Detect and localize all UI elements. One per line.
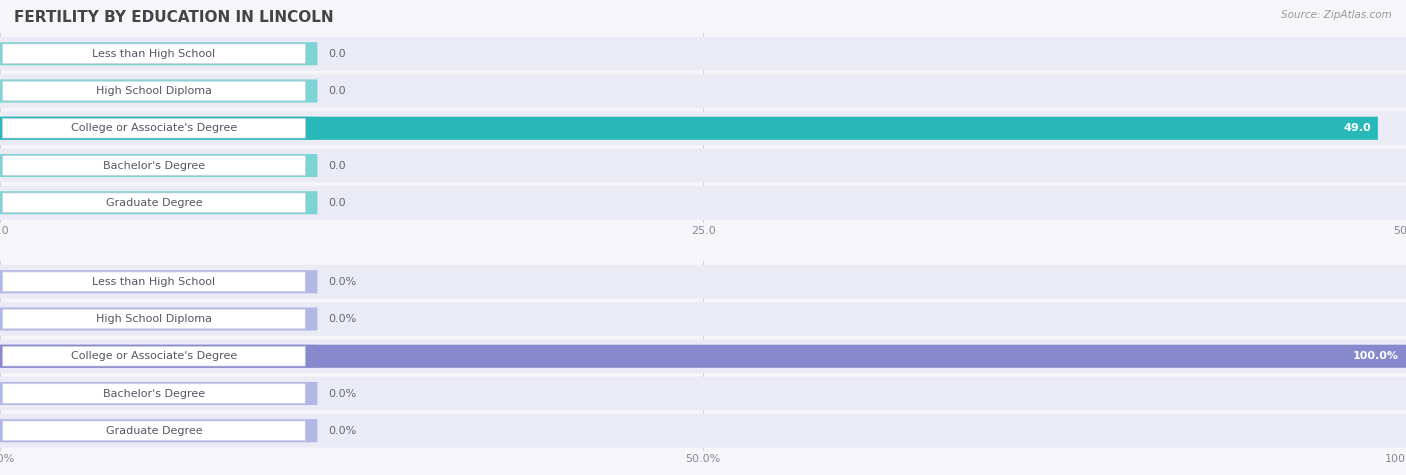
Text: High School Diploma: High School Diploma <box>96 86 212 96</box>
FancyBboxPatch shape <box>0 154 318 177</box>
FancyBboxPatch shape <box>0 117 318 140</box>
FancyBboxPatch shape <box>3 81 305 101</box>
FancyBboxPatch shape <box>0 191 318 214</box>
Text: 0.0: 0.0 <box>329 86 346 96</box>
FancyBboxPatch shape <box>3 156 305 175</box>
FancyBboxPatch shape <box>0 302 1406 336</box>
FancyBboxPatch shape <box>0 345 318 368</box>
Text: FERTILITY BY EDUCATION IN LINCOLN: FERTILITY BY EDUCATION IN LINCOLN <box>14 10 333 25</box>
FancyBboxPatch shape <box>0 414 1406 447</box>
FancyBboxPatch shape <box>3 272 305 292</box>
FancyBboxPatch shape <box>3 309 305 329</box>
FancyBboxPatch shape <box>3 421 305 440</box>
Text: 100.0%: 100.0% <box>1353 351 1399 361</box>
Text: 0.0%: 0.0% <box>329 426 357 436</box>
Text: High School Diploma: High School Diploma <box>96 314 212 324</box>
FancyBboxPatch shape <box>0 42 318 65</box>
FancyBboxPatch shape <box>0 79 318 103</box>
Text: College or Associate's Degree: College or Associate's Degree <box>70 351 238 361</box>
FancyBboxPatch shape <box>3 118 305 138</box>
Text: 0.0%: 0.0% <box>329 389 357 399</box>
Text: 0.0: 0.0 <box>329 198 346 208</box>
Text: College or Associate's Degree: College or Associate's Degree <box>70 123 238 133</box>
Text: 0.0: 0.0 <box>329 49 346 59</box>
Text: Less than High School: Less than High School <box>93 49 215 59</box>
FancyBboxPatch shape <box>0 340 1406 373</box>
Text: 0.0%: 0.0% <box>329 277 357 287</box>
FancyBboxPatch shape <box>3 44 305 64</box>
Text: Source: ZipAtlas.com: Source: ZipAtlas.com <box>1281 10 1392 19</box>
Text: Graduate Degree: Graduate Degree <box>105 198 202 208</box>
FancyBboxPatch shape <box>3 346 305 366</box>
Text: 0.0%: 0.0% <box>329 314 357 324</box>
FancyBboxPatch shape <box>0 419 318 442</box>
FancyBboxPatch shape <box>0 382 318 405</box>
FancyBboxPatch shape <box>3 384 305 403</box>
FancyBboxPatch shape <box>0 186 1406 219</box>
Text: 49.0: 49.0 <box>1343 123 1371 133</box>
FancyBboxPatch shape <box>0 117 1378 140</box>
FancyBboxPatch shape <box>0 377 1406 410</box>
FancyBboxPatch shape <box>0 149 1406 182</box>
Text: Graduate Degree: Graduate Degree <box>105 426 202 436</box>
FancyBboxPatch shape <box>0 307 318 331</box>
FancyBboxPatch shape <box>0 265 1406 298</box>
FancyBboxPatch shape <box>0 112 1406 145</box>
FancyBboxPatch shape <box>0 74 1406 108</box>
Text: Bachelor's Degree: Bachelor's Degree <box>103 161 205 171</box>
FancyBboxPatch shape <box>3 193 305 212</box>
FancyBboxPatch shape <box>0 37 1406 70</box>
Text: Bachelor's Degree: Bachelor's Degree <box>103 389 205 399</box>
Text: Less than High School: Less than High School <box>93 277 215 287</box>
FancyBboxPatch shape <box>0 345 1406 368</box>
FancyBboxPatch shape <box>0 270 318 293</box>
Text: 0.0: 0.0 <box>329 161 346 171</box>
